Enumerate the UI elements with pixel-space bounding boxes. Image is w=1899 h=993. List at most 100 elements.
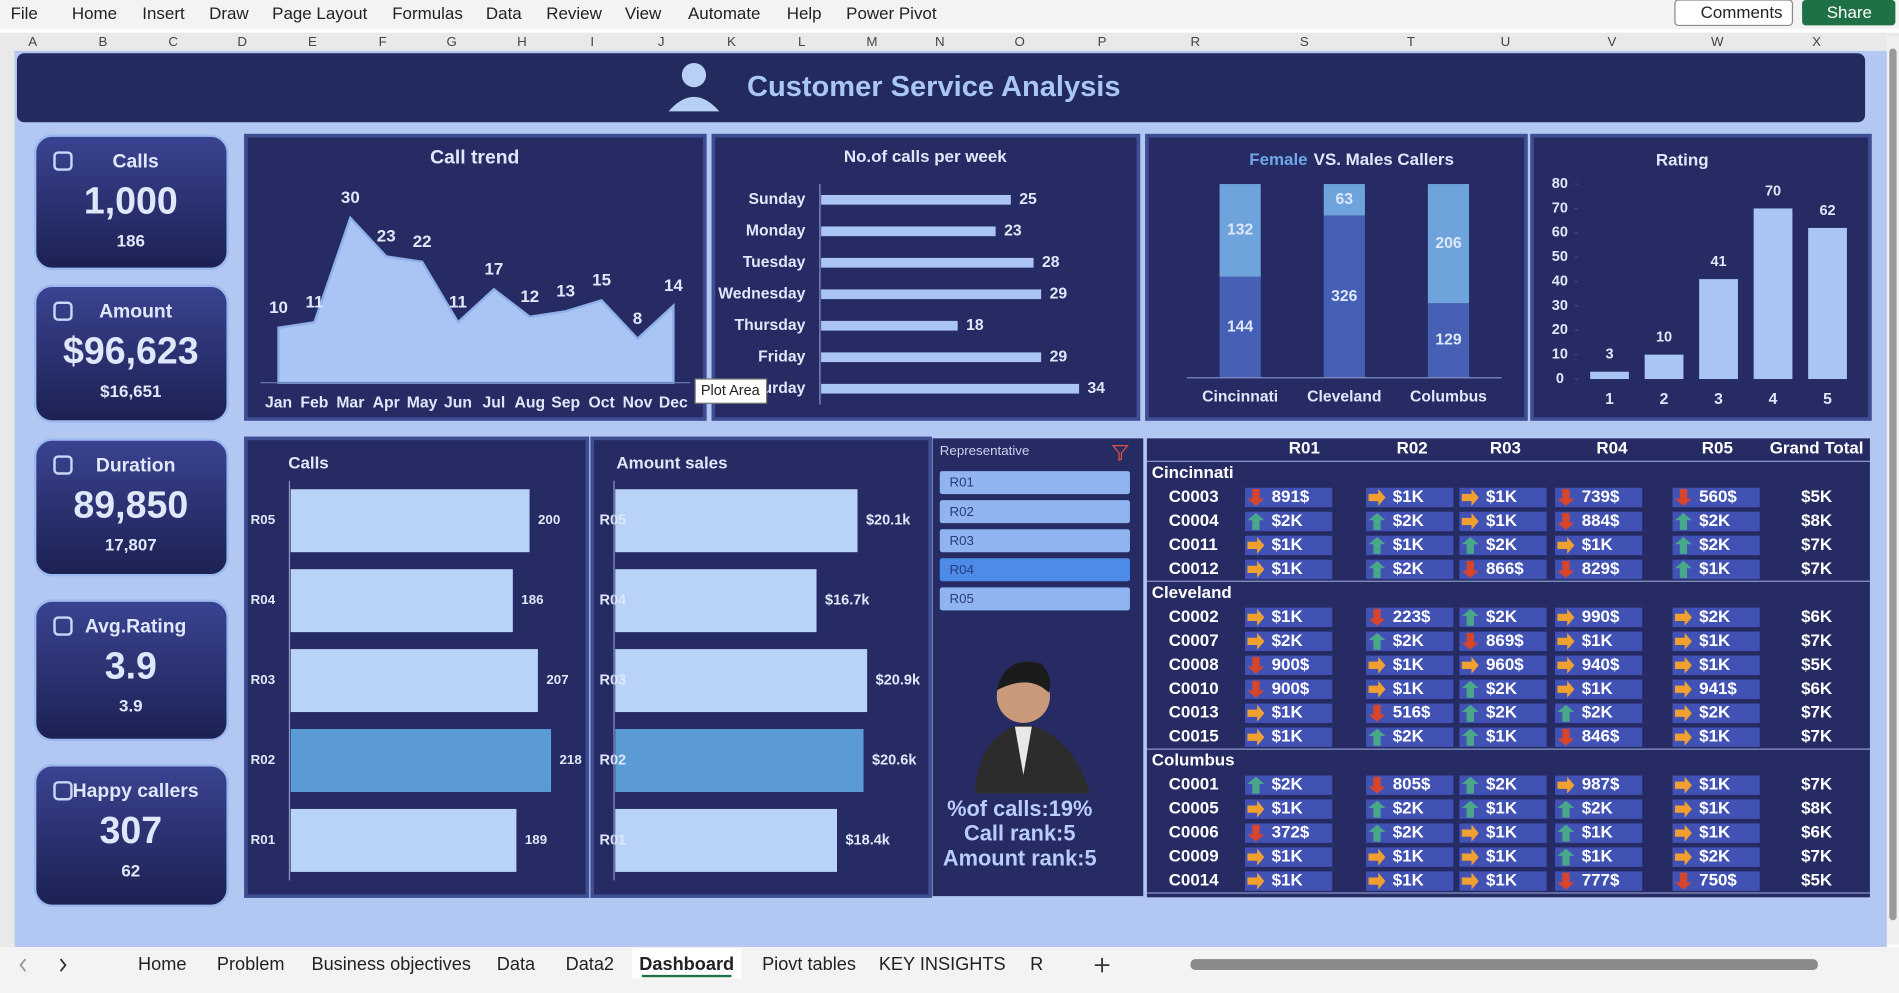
x-tick-label: 2 <box>1660 391 1669 408</box>
data-bar <box>1672 535 1760 556</box>
ribbon-tab[interactable]: Power Pivot <box>846 4 937 23</box>
trend-arrow <box>1247 728 1265 746</box>
slicer-item-label[interactable]: R04 <box>950 562 975 577</box>
slicer-item-label[interactable]: R02 <box>950 504 974 519</box>
sheet-tab[interactable]: Problem <box>217 954 285 974</box>
data-bar <box>1459 679 1547 699</box>
table-cell: $2K <box>1486 535 1518 554</box>
sheet-tab[interactable]: R <box>1030 954 1043 974</box>
bar <box>1808 227 1847 380</box>
table-cell: $1K <box>1272 847 1304 866</box>
table-cell: $1K <box>1393 679 1425 698</box>
x-tick-label: 1 <box>1605 391 1614 408</box>
table-cell: $1K <box>1699 823 1731 842</box>
bar <box>615 569 817 633</box>
slicer-item[interactable] <box>939 529 1130 553</box>
x-tick-label: 5 <box>1823 391 1832 408</box>
y-tick-label: Friday <box>758 348 805 365</box>
scroll-thumb[interactable] <box>1889 48 1897 921</box>
tooltip: Plot Area <box>701 383 761 399</box>
table-cell: $1K <box>1393 487 1425 506</box>
data-bar <box>1672 679 1760 699</box>
ribbon-tab[interactable]: Draw <box>209 4 249 23</box>
row-label: C0013 <box>1169 703 1219 722</box>
slicer-item[interactable] <box>939 500 1130 524</box>
slicer-item-label[interactable]: R05 <box>950 591 974 606</box>
ribbon-tab[interactable]: View <box>625 4 662 23</box>
ribbon-tab[interactable]: Page Layout <box>272 4 367 23</box>
kpi-value: $96,623 <box>63 330 199 372</box>
x-tick-label: Nov <box>623 394 653 411</box>
slicer-item[interactable] <box>939 471 1130 495</box>
table-cell: $1K <box>1393 535 1425 554</box>
table-cell: $1K <box>1699 799 1731 818</box>
ribbon-tab[interactable]: Home <box>72 4 117 23</box>
data-bar <box>1555 823 1643 843</box>
next-sheet[interactable] <box>59 958 67 972</box>
data-label: $16.7k <box>825 592 870 608</box>
data-bar <box>1245 847 1333 867</box>
trend-arrow <box>1461 800 1479 818</box>
ribbon-tab[interactable]: Automate <box>688 4 761 23</box>
share-button[interactable] <box>1802 0 1896 26</box>
prev-sheet[interactable] <box>19 958 27 972</box>
table-cell: 990$ <box>1582 607 1620 626</box>
data-label: 218 <box>560 752 582 767</box>
slicer-item[interactable] <box>939 558 1130 582</box>
row-total: $5K <box>1801 655 1833 674</box>
table-cell: $1K <box>1582 535 1614 554</box>
bar <box>1753 208 1793 380</box>
ribbon-tab[interactable]: Insert <box>142 4 185 23</box>
kpi-card <box>33 134 229 271</box>
sheet-tab[interactable]: Data2 <box>566 954 614 974</box>
table-cell: $1K <box>1486 799 1518 818</box>
sheet-tab[interactable]: Dashboard <box>639 954 734 974</box>
row-total: $7K <box>1801 727 1833 746</box>
chart-title: Call trend <box>430 147 519 169</box>
slicer-item-label[interactable]: R03 <box>950 533 974 548</box>
ribbon-tab[interactable]: Help <box>787 4 822 23</box>
person-shirt <box>1014 726 1032 776</box>
sheet-tab[interactable]: Data <box>497 954 536 974</box>
trend-arrow <box>1247 872 1265 890</box>
sheet-tab[interactable]: Piovt tables <box>762 954 856 974</box>
sheet-tab[interactable]: Home <box>138 954 186 974</box>
data-bar <box>1555 511 1643 532</box>
trend-arrow <box>1557 680 1575 698</box>
row-total: $8K <box>1801 511 1833 530</box>
row-label: C0010 <box>1169 679 1219 698</box>
table-cell: $2K <box>1699 703 1731 722</box>
row-label: C0011 <box>1169 535 1218 554</box>
horizontal-scroll-thumb[interactable] <box>1190 959 1818 970</box>
table-cell: $1K <box>1272 607 1304 626</box>
ribbon-tab[interactable]: File <box>11 4 38 23</box>
sheet-tab[interactable]: KEY INSIGHTS <box>879 954 1006 974</box>
x-tick-label: Sep <box>551 394 580 411</box>
x-tick-label: May <box>407 394 438 411</box>
data-bar <box>1366 823 1454 843</box>
ribbon-tab[interactable]: Review <box>546 4 602 23</box>
ribbon-tab[interactable]: Formulas <box>392 4 463 23</box>
y-tick-label: Tuesday <box>743 254 806 271</box>
trend-arrow <box>1461 536 1479 554</box>
chart-title: Amount sales <box>616 453 727 472</box>
trend-arrow <box>1368 728 1386 746</box>
data-label: 23 <box>377 227 396 246</box>
sheet-tab[interactable]: Business objectives <box>311 954 470 974</box>
comments-label[interactable]: Comments <box>1701 3 1783 22</box>
y-tick-label: Sunday <box>749 191 806 208</box>
data-bar <box>1366 487 1454 508</box>
data-bar <box>1672 631 1760 652</box>
data-bar <box>1555 535 1643 556</box>
data-bar <box>1366 703 1454 723</box>
table-cell: $1K <box>1272 559 1304 578</box>
ribbon-tab[interactable]: Data <box>486 4 522 23</box>
slicer-item-label[interactable]: R01 <box>950 475 974 490</box>
share-label[interactable]: Share <box>1827 3 1872 22</box>
table-cell: $2K <box>1486 703 1518 722</box>
slicer-item[interactable] <box>939 587 1130 611</box>
data-bar <box>1555 607 1643 628</box>
add-sheet[interactable] <box>1094 957 1110 973</box>
clear-filter-icon[interactable] <box>1111 445 1129 462</box>
comments-button[interactable] <box>1674 0 1794 27</box>
